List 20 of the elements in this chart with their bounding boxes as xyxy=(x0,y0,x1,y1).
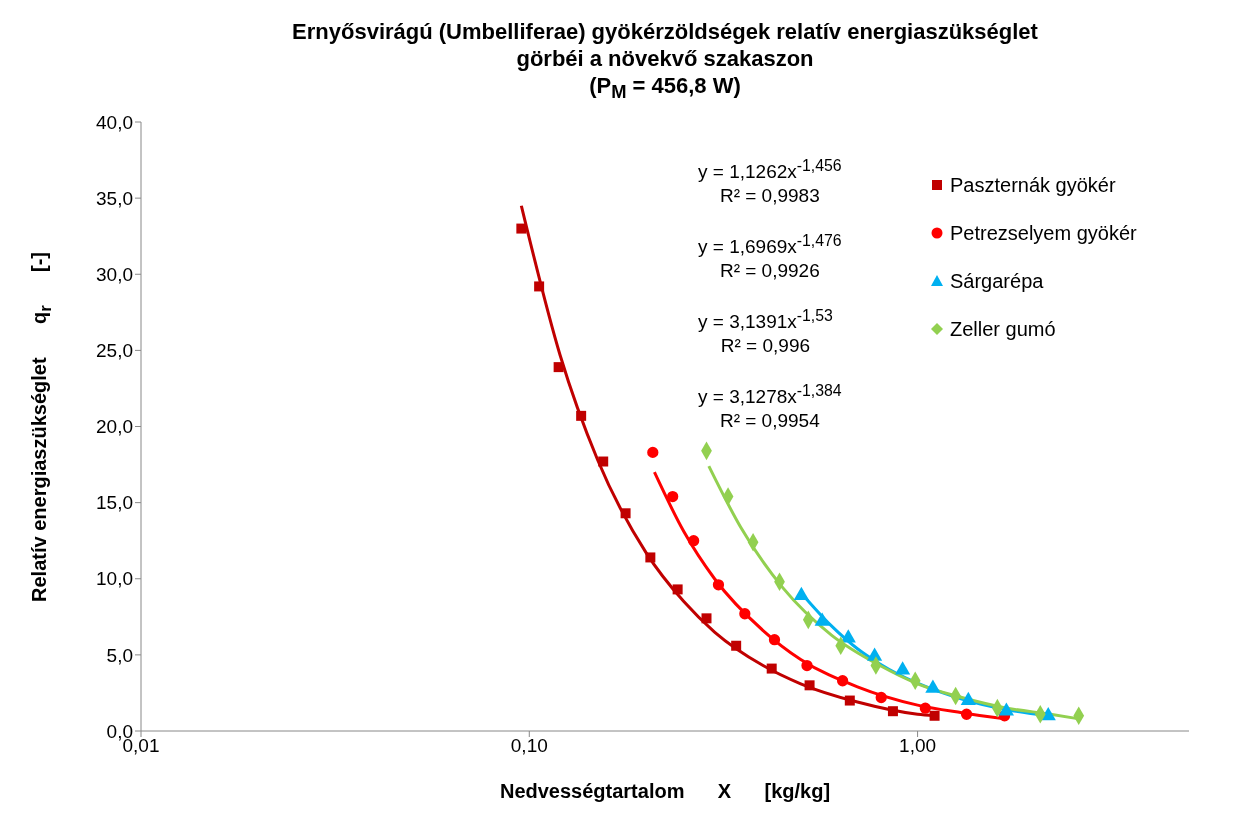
annotation: y = 3,1391x$^{-1,53}$ R² = 0,996 xyxy=(698,306,833,359)
legend-label: Paszternák gyökér xyxy=(950,173,1116,197)
y-tick-label: 40,0 xyxy=(96,111,133,133)
x-axis-title: Nedvességtartalom X [kg/kg] xyxy=(498,780,832,803)
chart-title: Ernyősvirágú (Umbelliferae) gyökérzöldségek relatív energiaszükséglet görbéi a növekvő szakaszon (P$_{M}$ = 456,8 W) xyxy=(291,18,1039,105)
legend-label: Petrezselyem gyökér xyxy=(950,221,1137,245)
y-tick-label: 5,0 xyxy=(106,644,133,666)
legend-label: Sárgarépa xyxy=(950,269,1044,293)
x-tick-label: 0,10 xyxy=(510,735,548,757)
x-tick-label: 1,00 xyxy=(899,735,937,757)
annotation: y = 1,6969x$^{-1,476}$ R² = 0,9926 xyxy=(698,231,842,284)
y-tick-label: 35,0 xyxy=(96,187,133,209)
y-tick-label: 25,0 xyxy=(96,340,133,362)
legend-label: Zeller gumó xyxy=(950,317,1056,341)
y-tick-label: 20,0 xyxy=(96,416,133,438)
annotation: y = 1,1262x$^{-1,456}$ R² = 0,9983 xyxy=(698,156,842,209)
y-tick-label: 10,0 xyxy=(96,568,133,590)
y-tick-label: 15,0 xyxy=(96,492,133,514)
y-tick-label: 30,0 xyxy=(96,263,133,285)
annotation: y = 3,1278x$^{-1,384}$ R² = 0,9954 xyxy=(698,381,842,434)
